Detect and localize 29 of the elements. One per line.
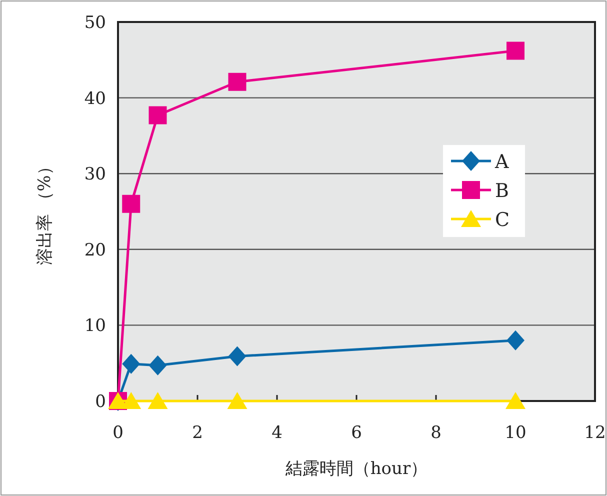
x-tick-label: 12 (584, 423, 606, 443)
point (228, 72, 246, 91)
y-tick-label: 10 (84, 316, 106, 336)
point (227, 392, 248, 409)
y-tick-label: 40 (84, 88, 106, 109)
point (506, 392, 526, 409)
point (148, 392, 168, 409)
x-tick-label: 10 (504, 423, 526, 443)
point (148, 355, 167, 376)
x-tick-label: 2 (192, 423, 203, 443)
point (122, 354, 140, 374)
point (228, 346, 246, 366)
x-tick-label: 0 (112, 423, 124, 443)
x-tick-label: 4 (272, 423, 282, 443)
y-axis-title: 溶出率 （%） (35, 158, 55, 265)
y-tick-label: 50 (84, 13, 106, 33)
legend-label: C (495, 209, 510, 231)
x-tick-label: 6 (351, 423, 362, 443)
point (506, 330, 524, 350)
point (122, 194, 140, 213)
point (148, 106, 167, 124)
legend-label: B (495, 180, 509, 202)
x-tick-label: 8 (430, 423, 442, 443)
x-axis-title: 結露時間（hour） (284, 459, 428, 479)
y-tick-label: 20 (84, 240, 106, 260)
y-tick-label: 0 (95, 392, 106, 412)
legend-label: A (494, 151, 509, 173)
y-tick-label: 30 (84, 164, 106, 185)
point (506, 42, 524, 60)
